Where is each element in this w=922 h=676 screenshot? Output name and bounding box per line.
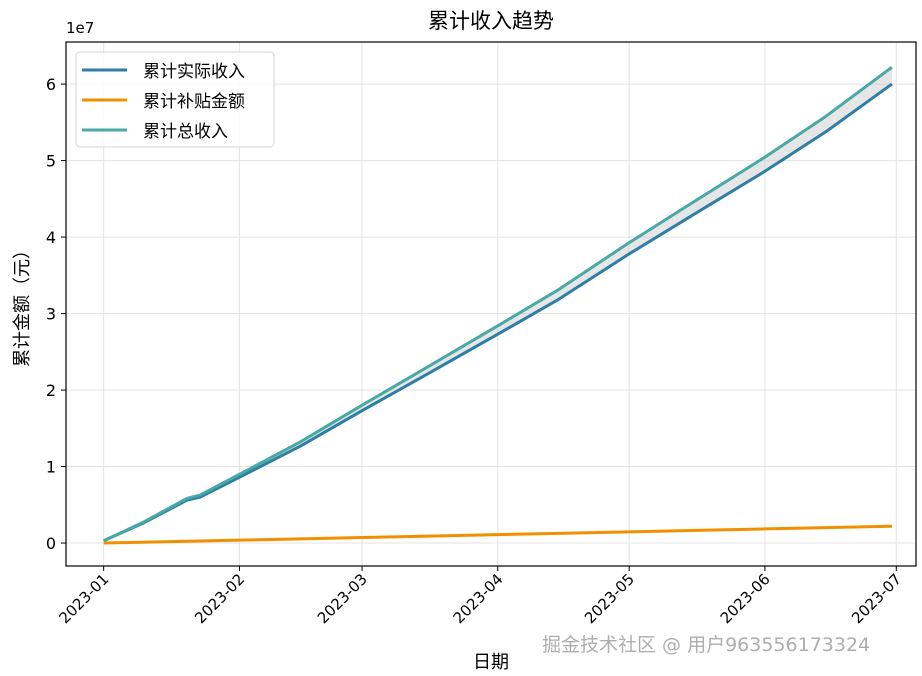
y-tick-label: 3: [46, 305, 56, 324]
x-tick-label: 2023-05: [581, 570, 638, 627]
plot-frame: [65, 41, 917, 567]
y-axis-label: 累计金额（元）: [12, 241, 33, 367]
legend-box: [75, 51, 275, 148]
series-line-2: [103, 66, 893, 543]
x-tick-label: 2023-02: [191, 570, 248, 627]
y-tick-label: 1: [46, 458, 56, 477]
y-tick-label: 0: [46, 534, 56, 553]
x-tick-label: 2023-03: [314, 570, 371, 627]
x-axis-label: 日期: [473, 652, 509, 673]
chart-title: 累计收入趋势: [428, 9, 554, 33]
y-offset-label: 1e7: [66, 19, 94, 37]
x-tick-label: 2023-07: [848, 570, 905, 627]
y-tick-label: 5: [46, 152, 56, 171]
legend-label: 累计实际收入: [143, 62, 245, 82]
series-line-0: [103, 82, 893, 543]
x-tick-label: 2023-01: [55, 570, 112, 627]
series-line-1: [103, 524, 892, 545]
y-tick-label: 4: [46, 228, 56, 247]
y-tick-label: 6: [46, 75, 56, 94]
legend-label: 累计总收入: [143, 122, 228, 142]
y-tick-label: 2: [46, 381, 56, 400]
legend-label: 累计补贴金额: [143, 92, 245, 112]
x-tick-label: 2023-06: [717, 570, 774, 627]
watermark: 掘金技术社区 @ 用户963556173324: [542, 634, 871, 656]
x-tick-label: 2023-04: [450, 570, 507, 627]
